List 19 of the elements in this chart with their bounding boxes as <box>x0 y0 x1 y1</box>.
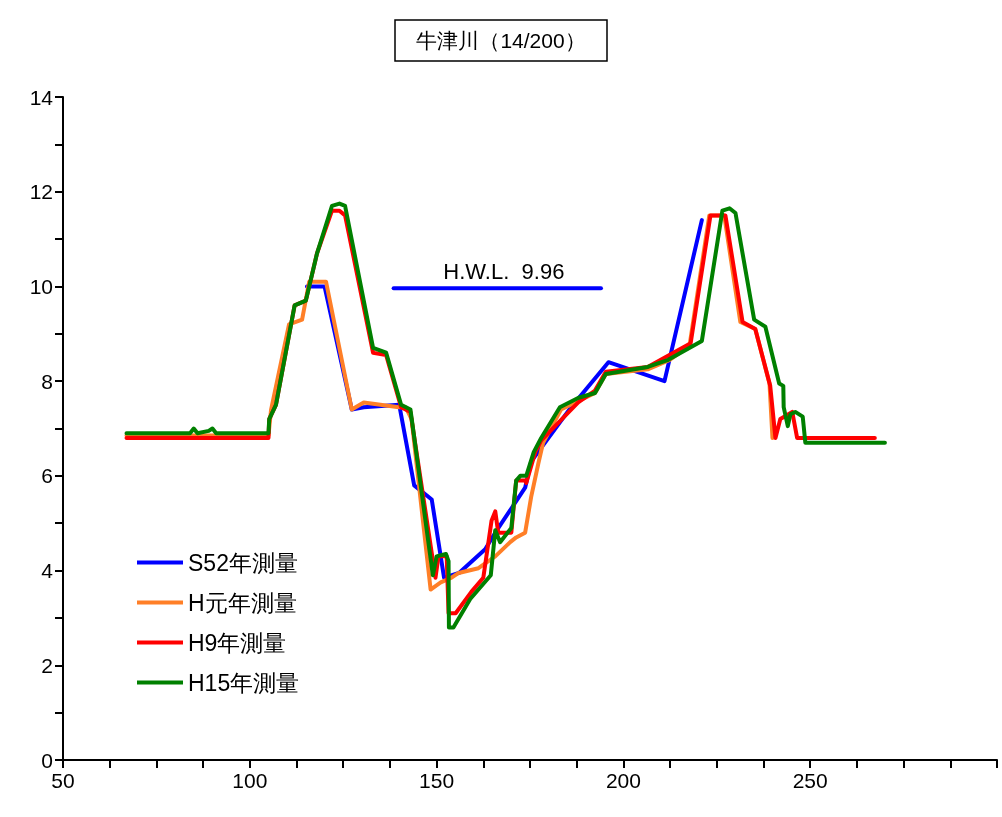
y-tick-label: 4 <box>41 559 54 583</box>
legend-label: H元年測量 <box>188 589 297 616</box>
y-tick-label: 14 <box>29 85 54 109</box>
x-tick-label: 250 <box>792 769 828 792</box>
legend-label: H15年測量 <box>188 669 300 696</box>
x-tick-label: 50 <box>51 769 75 792</box>
y-tick-label: 12 <box>29 180 53 204</box>
chart-title: 牛津川（14/200） <box>416 29 586 52</box>
y-tick-label: 6 <box>41 464 53 488</box>
legend-label: S52年測量 <box>188 549 298 576</box>
legend-label: H9年測量 <box>188 629 287 656</box>
x-tick-label: 200 <box>605 769 641 792</box>
y-tick-label: 2 <box>41 653 53 677</box>
annotation: H.W.L. 9.96 <box>443 258 565 284</box>
y-tick-label: 10 <box>29 274 53 298</box>
y-tick-label: 8 <box>41 369 53 393</box>
x-tick-label: 100 <box>232 769 268 792</box>
x-tick-label: 150 <box>419 769 455 792</box>
y-tick-label: 0 <box>41 748 53 772</box>
